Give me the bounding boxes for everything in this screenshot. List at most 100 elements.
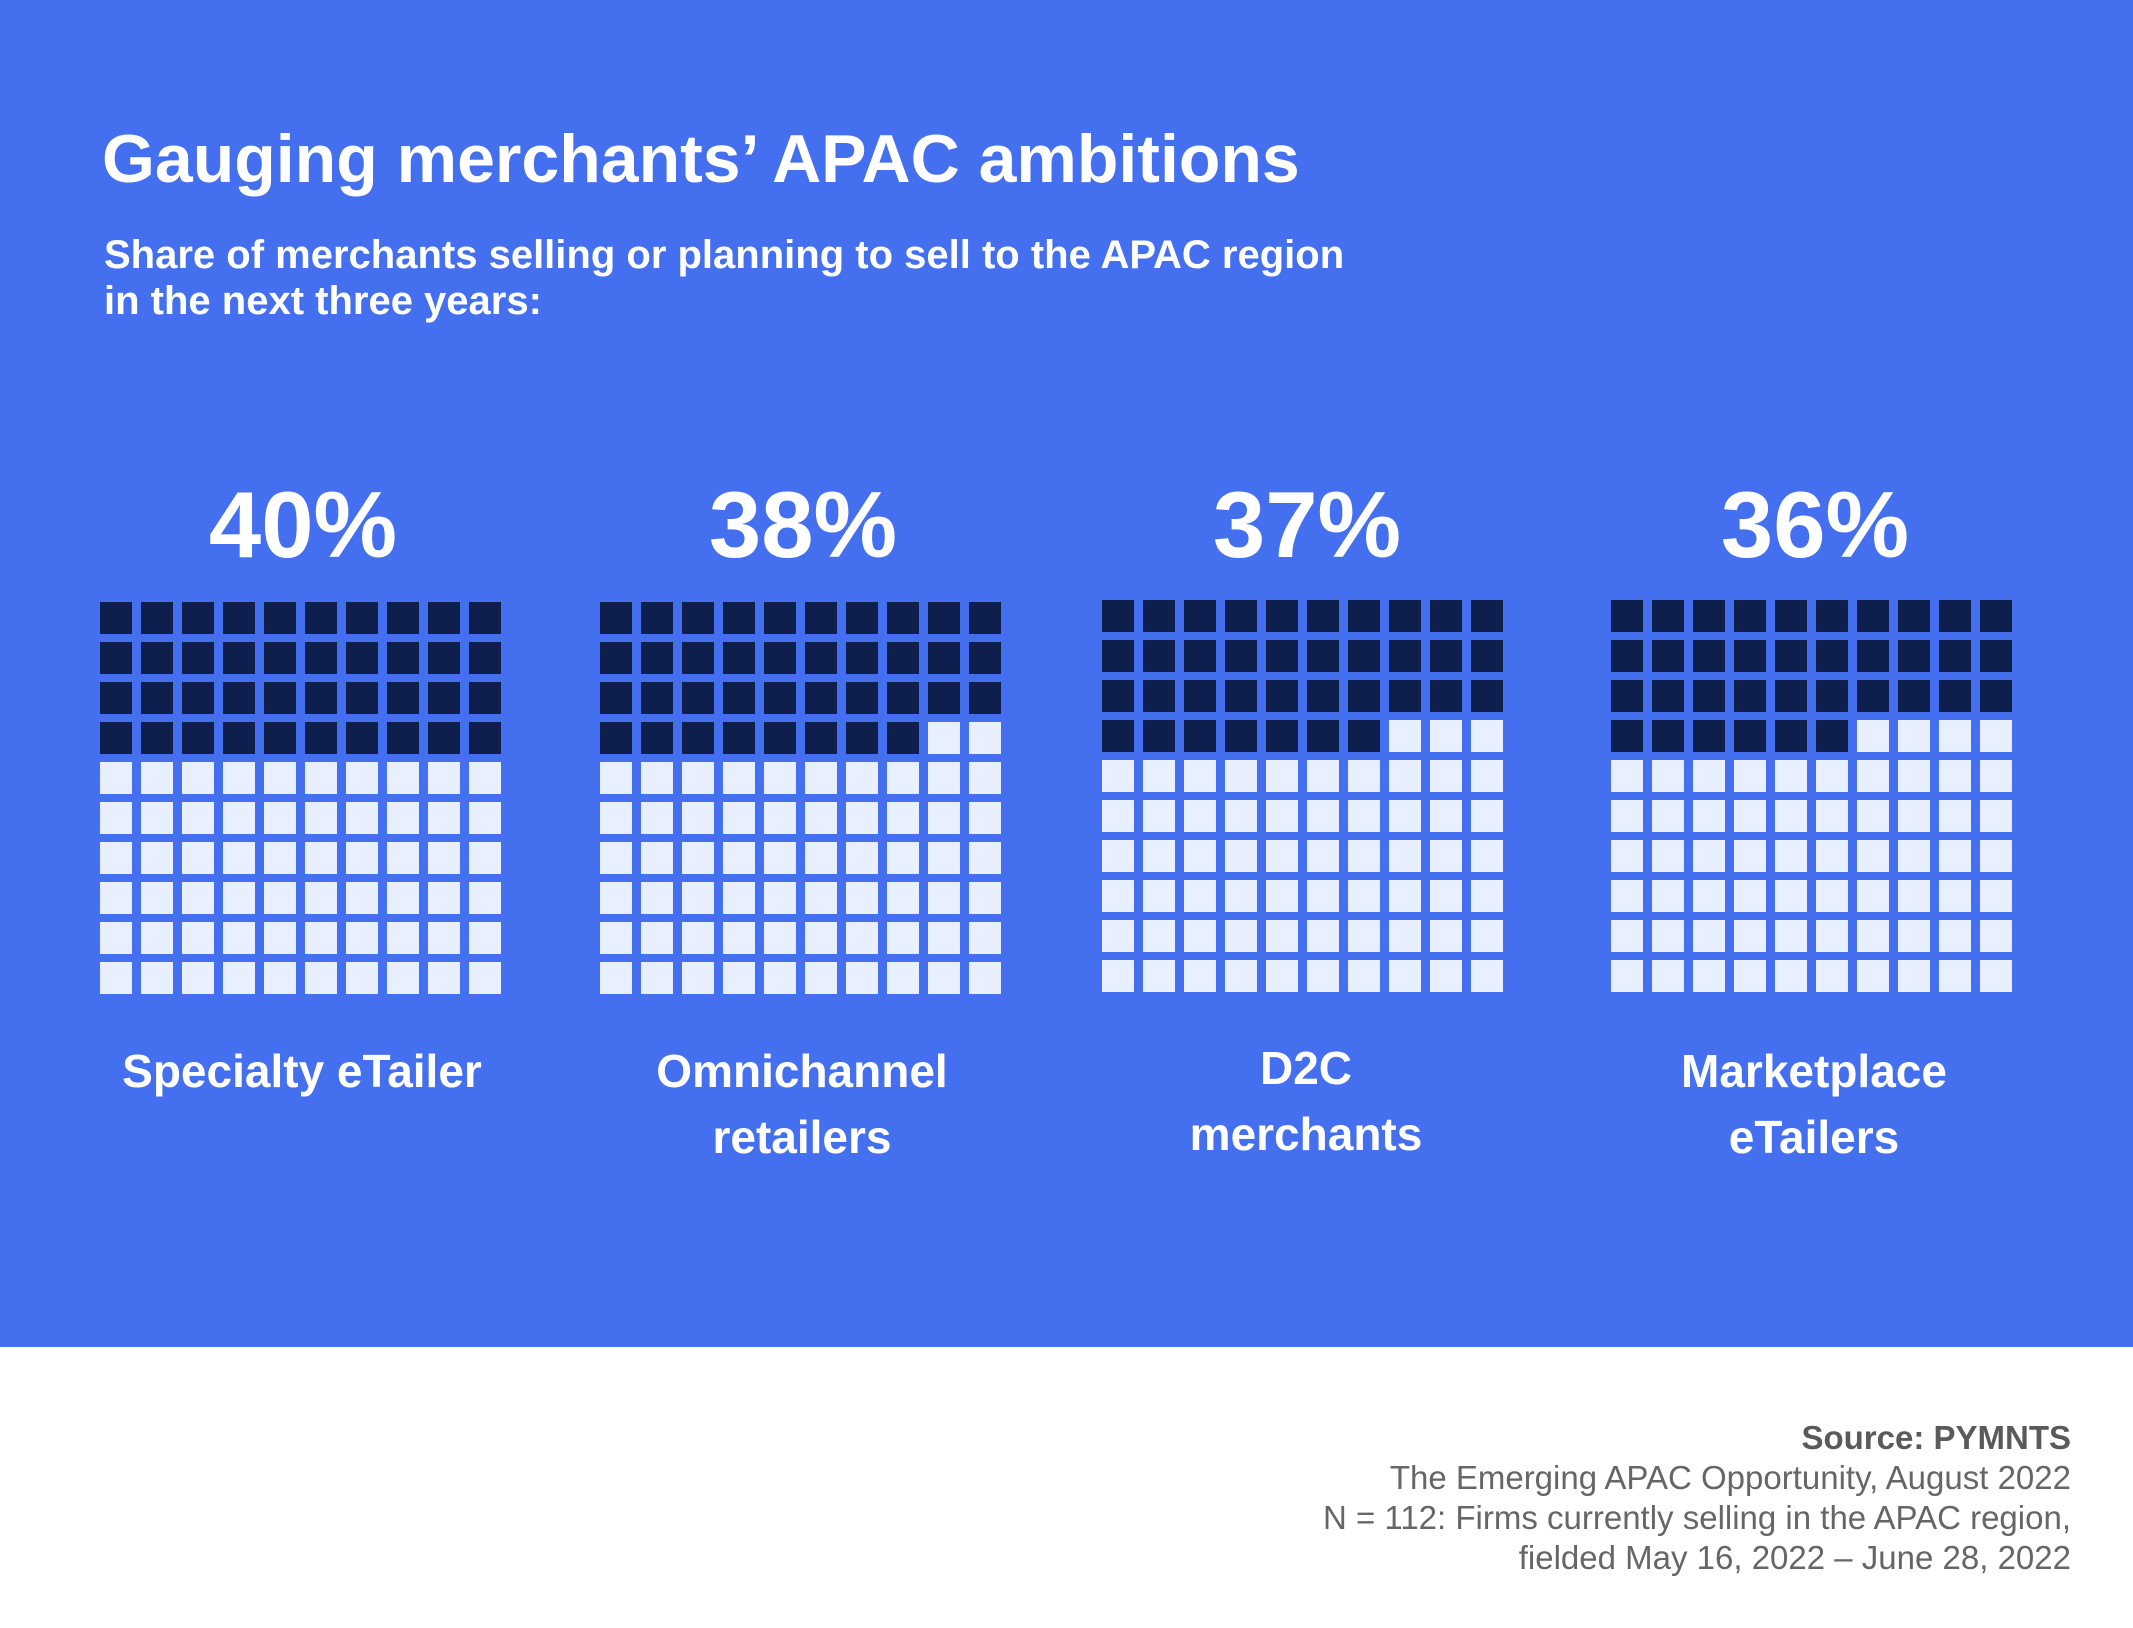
waffle-cell-filled <box>387 682 419 714</box>
waffle-cell-empty <box>264 922 296 954</box>
waffle-cell-empty <box>305 922 337 954</box>
waffle-cell-filled <box>723 722 755 754</box>
waffle-cell-filled <box>1775 600 1807 632</box>
waffle-cell-empty <box>600 802 632 834</box>
waffle-cell-filled <box>100 602 132 634</box>
source-line-2: N = 112: Firms currently selling in the … <box>1322 1499 2071 1536</box>
waffle-cell-empty <box>1143 760 1175 792</box>
chart-subtitle: Share of merchants selling or planning t… <box>104 232 1604 324</box>
waffle-cell-empty <box>1389 840 1421 872</box>
waffle-cell-empty <box>1225 960 1257 992</box>
waffle-cell-filled <box>1143 720 1175 752</box>
waffle-cell-empty <box>969 962 1001 994</box>
waffle-cell-empty <box>182 962 214 994</box>
waffle-cell-filled <box>1102 720 1134 752</box>
waffle-cell-empty <box>1734 800 1766 832</box>
waffle-cell-empty <box>969 802 1001 834</box>
waffle-grid-omnichannel-retailers <box>600 602 1004 1002</box>
waffle-cell-empty <box>764 762 796 794</box>
waffle-cell-empty <box>1857 880 1889 912</box>
waffle-cell-filled <box>223 642 255 674</box>
waffle-cell-empty <box>1693 760 1725 792</box>
waffle-cell-empty <box>887 962 919 994</box>
waffle-cell-empty <box>1939 840 1971 872</box>
waffle-cell-empty <box>1184 800 1216 832</box>
waffle-cell-empty <box>1857 920 1889 952</box>
waffle-cell-empty <box>264 882 296 914</box>
waffle-cell-empty <box>928 882 960 914</box>
waffle-cell-filled <box>1980 640 2012 672</box>
waffle-cell-filled <box>1775 640 1807 672</box>
waffle-cell-filled <box>1734 680 1766 712</box>
waffle-cell-filled <box>1693 680 1725 712</box>
category-label-d2c-merchants: D2C merchants <box>1076 1035 1536 1167</box>
waffle-cell-empty <box>682 802 714 834</box>
waffle-cell-empty <box>223 882 255 914</box>
waffle-cell-empty <box>1471 800 1503 832</box>
waffle-cell-empty <box>1898 920 1930 952</box>
waffle-cell-empty <box>846 842 878 874</box>
waffle-cell-empty <box>723 922 755 954</box>
waffle-cell-empty <box>223 802 255 834</box>
waffle-cell-empty <box>1430 920 1462 952</box>
waffle-cell-empty <box>305 802 337 834</box>
waffle-cell-empty <box>600 762 632 794</box>
waffle-cell-empty <box>141 882 173 914</box>
waffle-cell-empty <box>1980 840 2012 872</box>
waffle-cell-empty <box>1225 800 1257 832</box>
waffle-cell-empty <box>1184 920 1216 952</box>
waffle-grid-marketplace-etailers <box>1611 600 2015 1000</box>
waffle-cell-filled <box>1693 720 1725 752</box>
waffle-cell-empty <box>100 762 132 794</box>
waffle-cell-filled <box>1652 720 1684 752</box>
waffle-cell-empty <box>1471 760 1503 792</box>
waffle-cell-empty <box>182 802 214 834</box>
waffle-cell-filled <box>1307 600 1339 632</box>
waffle-cell-empty <box>600 922 632 954</box>
waffle-cell-filled <box>969 642 1001 674</box>
waffle-cell-filled <box>305 722 337 754</box>
waffle-cell-filled <box>641 682 673 714</box>
waffle-cell-empty <box>1898 800 1930 832</box>
waffle-cell-empty <box>969 762 1001 794</box>
waffle-cell-filled <box>469 722 501 754</box>
waffle-cell-empty <box>1102 960 1134 992</box>
waffle-cell-empty <box>1775 880 1807 912</box>
waffle-cell-filled <box>1348 600 1380 632</box>
waffle-cell-filled <box>1266 600 1298 632</box>
waffle-cell-empty <box>1307 920 1339 952</box>
waffle-cell-empty <box>805 962 837 994</box>
waffle-cell-filled <box>969 682 1001 714</box>
waffle-cell-filled <box>182 642 214 674</box>
waffle-cell-filled <box>305 602 337 634</box>
chart-panel: Gauging merchants’ APAC ambitions Share … <box>0 0 2133 1347</box>
waffle-cell-empty <box>682 762 714 794</box>
waffle-cell-empty <box>805 762 837 794</box>
waffle-cell-empty <box>387 762 419 794</box>
waffle-cell-filled <box>1430 600 1462 632</box>
waffle-cell-empty <box>1143 960 1175 992</box>
waffle-cell-empty <box>100 922 132 954</box>
waffle-cell-empty <box>1775 960 1807 992</box>
waffle-cell-filled <box>1734 640 1766 672</box>
subtitle-line-2: in the next three years: <box>104 279 542 323</box>
waffle-cell-empty <box>1307 960 1339 992</box>
waffle-cell-empty <box>1471 720 1503 752</box>
waffle-cell-empty <box>1816 760 1848 792</box>
waffle-cell-filled <box>1898 680 1930 712</box>
waffle-cell-empty <box>346 842 378 874</box>
waffle-cell-filled <box>387 602 419 634</box>
waffle-cell-empty <box>1611 840 1643 872</box>
waffle-cell-filled <box>682 602 714 634</box>
waffle-cell-empty <box>1266 760 1298 792</box>
waffle-cell-filled <box>928 682 960 714</box>
waffle-cell-empty <box>1898 720 1930 752</box>
category-label-omnichannel-retailers: Omnichannel retailers <box>572 1038 1032 1170</box>
waffle-cell-empty <box>723 882 755 914</box>
waffle-cell-empty <box>1143 800 1175 832</box>
waffle-cell-filled <box>469 602 501 634</box>
waffle-cell-empty <box>887 762 919 794</box>
waffle-cell-filled <box>600 682 632 714</box>
waffle-cell-empty <box>846 882 878 914</box>
waffle-cell-filled <box>887 722 919 754</box>
